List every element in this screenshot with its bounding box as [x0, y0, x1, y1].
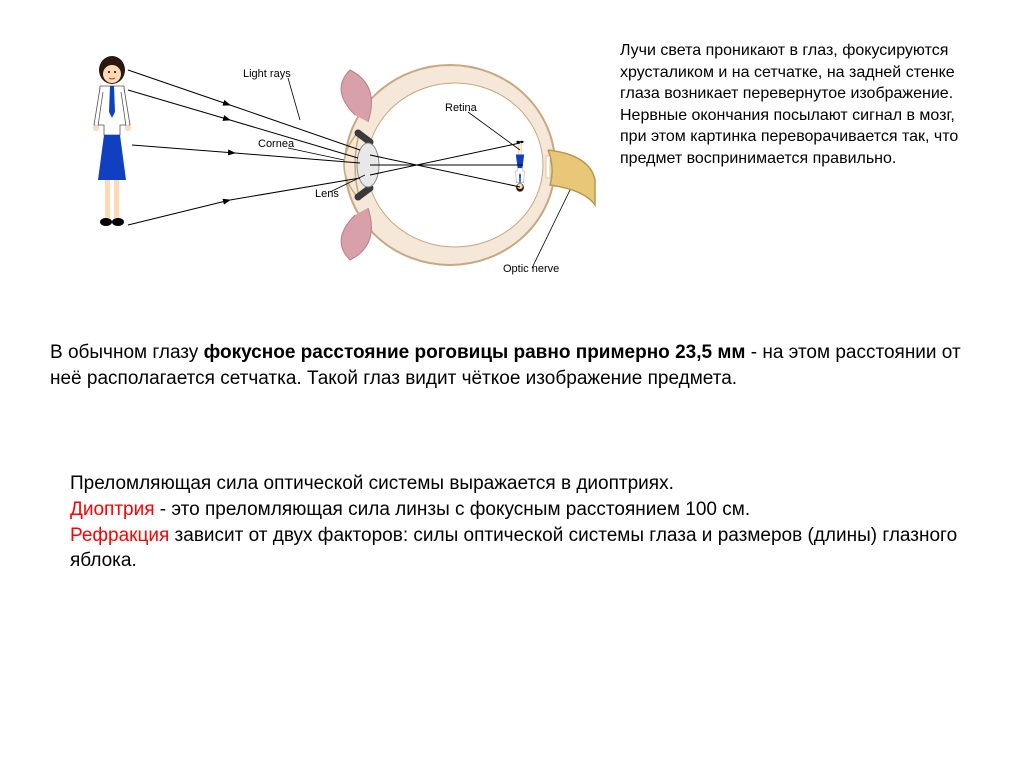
- top-section: Light rays Cornea Lens Retina Optic nerv…: [0, 0, 1024, 280]
- label-optic-nerve: Optic nerve: [503, 263, 559, 275]
- bottom-paragraph: Преломляющая сила оптической системы выр…: [0, 391, 1024, 574]
- eye-diagram-svg: [50, 30, 605, 290]
- refraction-text: зависит от двух факторов: силы оптическо…: [70, 525, 957, 572]
- middle-paragraph: В обычном глазу фокусное расстояние рого…: [0, 280, 1024, 391]
- person-object: [93, 56, 131, 226]
- side-paragraph: Лучи света проникают в глаз, фокусируютс…: [605, 30, 974, 280]
- diopter-label: Диоптрия: [70, 499, 155, 520]
- label-retina: Retina: [445, 102, 477, 114]
- middle-bold: фокусное расстояние роговицы равно приме…: [204, 342, 746, 363]
- refraction-label: Рефракция: [70, 525, 169, 546]
- eye-diagram-area: Light rays Cornea Lens Retina Optic nerv…: [50, 30, 605, 280]
- label-light-rays: Light rays: [243, 68, 291, 80]
- middle-part1: В обычном глазу: [50, 342, 204, 363]
- label-lens: Lens: [315, 188, 339, 200]
- diopter-text: - это преломляющая сила линзы с фокусным…: [155, 499, 751, 520]
- label-cornea: Cornea: [258, 138, 294, 150]
- bottom-line1: Преломляющая сила оптической системы выр…: [70, 473, 674, 494]
